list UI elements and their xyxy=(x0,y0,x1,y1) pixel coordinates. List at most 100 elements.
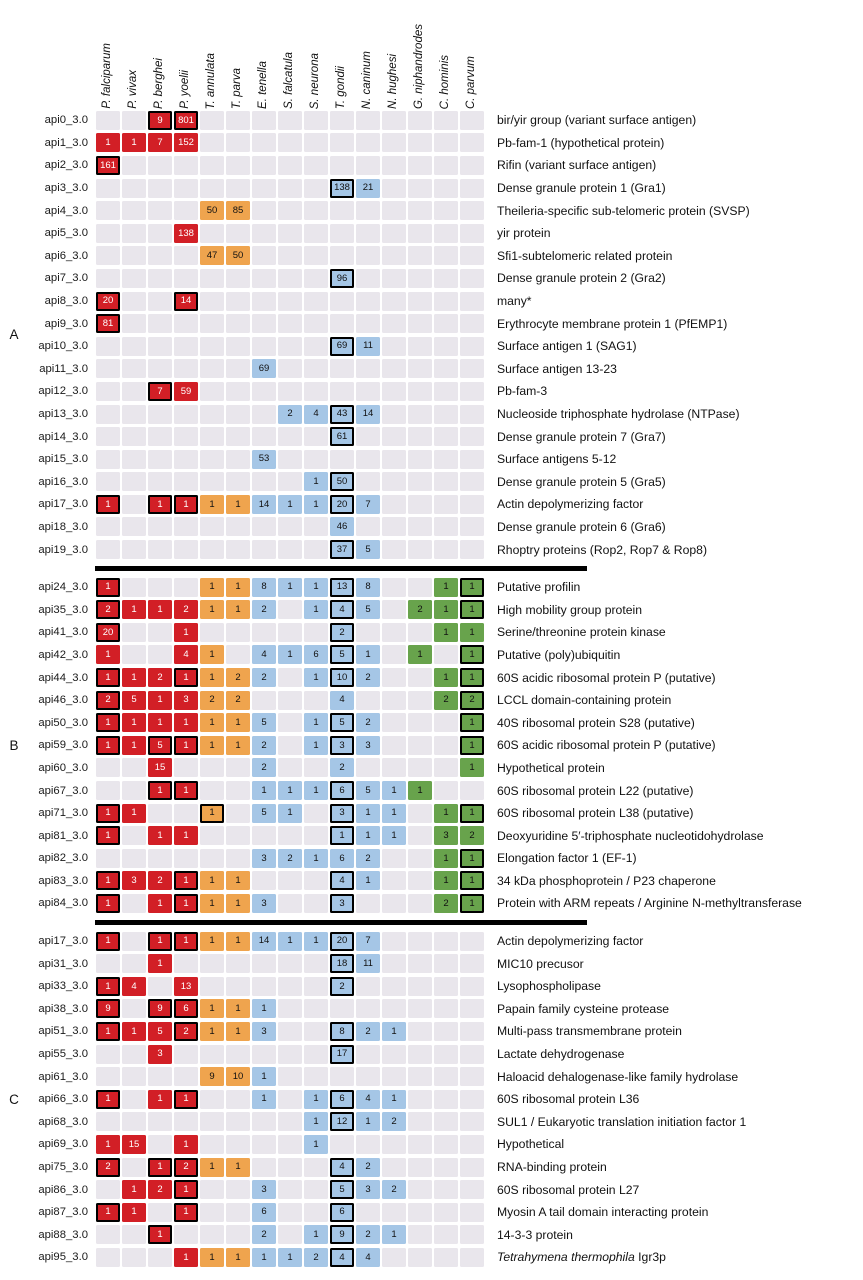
heatmap-cell-empty xyxy=(434,1044,458,1064)
heatmap-cell-empty xyxy=(434,713,458,733)
heatmap-row: api9_3.0 81 Erythrocyte membrane protein 1… xyxy=(28,312,863,335)
heatmap-cell-empty xyxy=(304,223,328,243)
heatmap-cell-empty xyxy=(434,1089,458,1109)
heatmap-cell: 4 xyxy=(356,1089,380,1109)
heatmap-cell-empty xyxy=(122,359,146,379)
heatmap-cell-empty xyxy=(200,110,224,130)
heatmap-cell: 1 xyxy=(148,893,172,913)
heatmap-cell-empty xyxy=(434,268,458,288)
heatmap-cell: 1 xyxy=(122,1202,146,1222)
heatmap-cell: 1 xyxy=(200,645,224,665)
heatmap-cell: 1 xyxy=(278,645,302,665)
heatmap-cell: 1 xyxy=(96,976,120,996)
row-cells: 1 4 13 2 xyxy=(95,975,485,997)
heatmap-cell-empty xyxy=(408,803,432,823)
heatmap-cell-empty xyxy=(278,268,302,288)
heatmap-cell-empty xyxy=(460,1112,484,1132)
heatmap-cell: 138 xyxy=(330,178,354,198)
heatmap-cell-empty xyxy=(356,1044,380,1064)
heatmap-row: api50_3.0 1 1 1 1 1 1 5 1 5 2 1 40S ribosomal protei… xyxy=(28,711,863,734)
heatmap-cell-empty xyxy=(356,246,380,266)
heatmap-cell-empty xyxy=(278,1134,302,1154)
section-label: C xyxy=(9,1091,19,1107)
heatmap-cell-empty xyxy=(278,758,302,778)
heatmap-cell: 1 xyxy=(148,600,172,620)
heatmap-cell-empty xyxy=(200,622,224,642)
heatmap-cell: 50 xyxy=(200,201,224,221)
heatmap-cell: 5 xyxy=(356,781,380,801)
heatmap-cell-empty xyxy=(434,133,458,153)
heatmap-cell-empty xyxy=(460,381,484,401)
heatmap-cell-empty xyxy=(460,999,484,1019)
heatmap-cell: 46 xyxy=(330,517,354,537)
heatmap-cell: 1 xyxy=(304,1089,328,1109)
heatmap-cell-empty xyxy=(434,336,458,356)
heatmap-cell: 6 xyxy=(252,1202,276,1222)
heatmap-cell-empty xyxy=(278,201,302,221)
heatmap-cell-empty xyxy=(122,178,146,198)
heatmap-cell: 1 xyxy=(122,713,146,733)
heatmap-cell-empty xyxy=(96,758,120,778)
heatmap-cell: 1 xyxy=(174,1247,198,1267)
row-description: Surface antigens 5-12 xyxy=(497,452,617,467)
heatmap-cell: 1 xyxy=(148,690,172,710)
heatmap-cell: 2 xyxy=(356,848,380,868)
row-id-label: api86_3.0 xyxy=(38,1183,88,1196)
row-id-label: api68_3.0 xyxy=(38,1115,88,1128)
heatmap-cell-empty xyxy=(174,472,198,492)
heatmap-row: api7_3.0 96 Dense granule protein 2 (Gra2) xyxy=(28,267,863,290)
heatmap-cell-empty xyxy=(226,110,250,130)
heatmap-cell-empty xyxy=(382,1134,406,1154)
row-id-label: api8_3.0 xyxy=(44,295,88,308)
heatmap-cell-empty xyxy=(304,314,328,334)
column-header-label: P. yoelii xyxy=(179,70,192,109)
heatmap-cell: 7 xyxy=(356,931,380,951)
row-description: Hypothetical protein xyxy=(497,760,605,775)
heatmap-cell-empty xyxy=(174,1067,198,1087)
heatmap-cell: 8 xyxy=(252,577,276,597)
heatmap-cell-empty xyxy=(122,155,146,175)
heatmap-cell-empty xyxy=(356,314,380,334)
section-rows: api24_3.0 1 1 1 8 1 1 13 8 1 1 Putative profilin api… xyxy=(28,576,863,915)
heatmap-cell-empty xyxy=(200,449,224,469)
heatmap-cell-empty xyxy=(382,668,406,688)
heatmap-cell-empty xyxy=(252,291,276,311)
heatmap-cell-empty xyxy=(278,826,302,846)
heatmap-cell-empty xyxy=(460,359,484,379)
heatmap-cell-empty xyxy=(96,781,120,801)
heatmap-cell-empty xyxy=(96,1225,120,1245)
heatmap-cell: 2 xyxy=(252,735,276,755)
column-header-label: S. neurona xyxy=(309,52,322,109)
heatmap-cell: 1 xyxy=(304,577,328,597)
row-description: Dense granule protein 7 (Gra7) xyxy=(497,429,666,444)
row-id-label: api67_3.0 xyxy=(38,784,88,797)
heatmap-cell: 1 xyxy=(460,735,484,755)
heatmap-cell-empty xyxy=(96,336,120,356)
heatmap-cell: 1 xyxy=(200,713,224,733)
heatmap-cell-empty xyxy=(408,826,432,846)
heatmap-cell: 4 xyxy=(330,1157,354,1177)
heatmap-cell-empty xyxy=(382,600,406,620)
heatmap-row: api10_3.0 69 11 Surface antigen 1 (SAG1) xyxy=(28,335,863,358)
heatmap-cell-empty xyxy=(434,494,458,514)
heatmap-cell-empty xyxy=(460,110,484,130)
row-description: Myosin A tail domain interacting protein xyxy=(497,1205,709,1220)
heatmap-cell-empty xyxy=(460,931,484,951)
heatmap-cell-empty xyxy=(408,359,432,379)
heatmap-cell: 1 xyxy=(460,645,484,665)
heatmap-cell: 1 xyxy=(200,577,224,597)
heatmap-cell: 5 xyxy=(252,803,276,823)
heatmap-cell-empty xyxy=(148,449,172,469)
heatmap-cell-empty xyxy=(122,110,146,130)
heatmap-cell-empty xyxy=(356,893,380,913)
heatmap-cell: 3 xyxy=(252,1180,276,1200)
heatmap-cell: 1 xyxy=(96,803,120,823)
heatmap-cell-empty xyxy=(382,494,406,514)
heatmap-cell: 1 xyxy=(200,494,224,514)
heatmap-cell-empty xyxy=(304,954,328,974)
heatmap-cell-empty xyxy=(460,1225,484,1245)
row-cells: 81 xyxy=(95,313,485,335)
heatmap-cell: 15 xyxy=(122,1134,146,1154)
